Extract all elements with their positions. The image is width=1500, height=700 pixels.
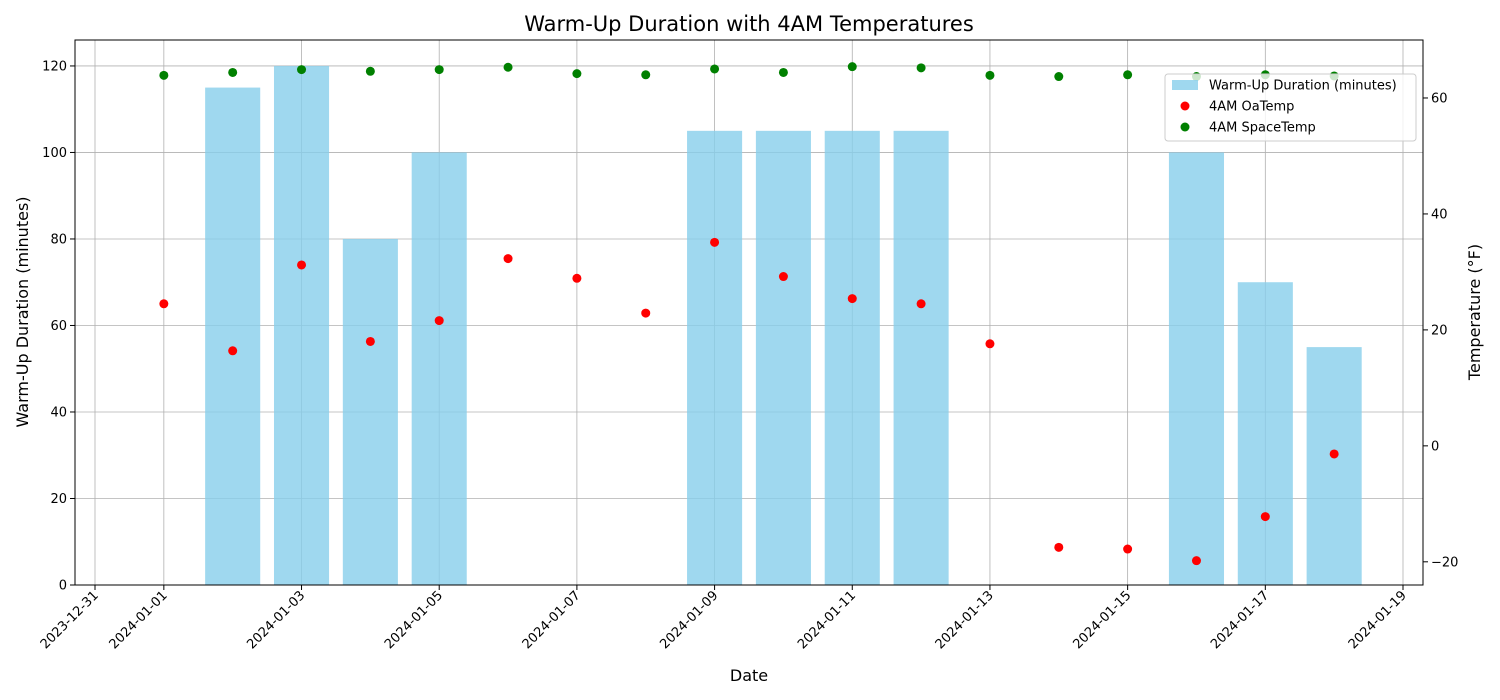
oatemp-points <box>159 237 1339 566</box>
legend-label-oatemp: 4AM OaTemp <box>1209 100 1294 115</box>
x-tick-label: 2024-01-05 <box>382 588 446 652</box>
y-axis-title: Warm-Up Duration (minutes) <box>13 196 32 427</box>
warmup-bar <box>1306 347 1362 585</box>
oatemp-point <box>365 336 375 346</box>
y-tick-label: 100 <box>42 146 67 161</box>
y-axis-left: 0 20 40 60 80 100 120 <box>42 59 75 594</box>
spacetemp-points <box>159 62 1339 82</box>
oatemp-point <box>1123 544 1133 554</box>
spacetemp-point <box>847 62 857 72</box>
y2-tick-label: 20 <box>1431 323 1448 338</box>
x-tick-label: 2024-01-15 <box>1070 588 1134 652</box>
oatemp-point <box>1191 556 1201 566</box>
oatemp-point <box>434 316 444 326</box>
y2-axis-title: Temperature (°F) <box>1465 244 1484 381</box>
spacetemp-point <box>503 62 513 72</box>
warmup-bar <box>1237 282 1293 585</box>
x-tick-label: 2024-01-17 <box>1208 588 1272 652</box>
spacetemp-point <box>710 64 720 74</box>
y-tick-label: 40 <box>50 405 67 420</box>
warmup-bar <box>342 238 398 585</box>
legend-swatch-spacetemp <box>1180 122 1190 132</box>
warmup-bar <box>273 65 330 585</box>
legend-label-warmup: Warm-Up Duration (minutes) <box>1209 79 1397 94</box>
spacetemp-point <box>1054 72 1064 82</box>
y2-tick-label: −20 <box>1431 555 1458 570</box>
oatemp-point <box>1054 542 1064 552</box>
oatemp-point <box>1260 512 1270 522</box>
x-axis-title: Date <box>730 666 768 685</box>
legend-label-spacetemp: 4AM SpaceTemp <box>1209 121 1316 136</box>
spacetemp-point <box>365 66 375 76</box>
oatemp-point <box>503 254 513 264</box>
spacetemp-point <box>641 70 651 80</box>
legend: Warm-Up Duration (minutes) 4AM OaTemp 4AM … <box>1164 73 1417 142</box>
legend-swatch-warmup <box>1172 80 1198 90</box>
legend-box <box>1164 73 1417 142</box>
oatemp-point <box>297 260 307 270</box>
warmup-bar <box>755 130 811 586</box>
warmup-bar <box>411 152 467 585</box>
warmup-bar <box>824 130 880 586</box>
bars <box>205 65 1362 586</box>
y-axis-right: −20 0 20 40 60 <box>1423 91 1458 570</box>
spacetemp-point <box>159 70 169 80</box>
y2-tick-label: 40 <box>1431 207 1448 222</box>
y-tick-label: 60 <box>50 319 67 334</box>
spacetemp-point <box>778 67 788 77</box>
x-tick-label: 2024-01-13 <box>933 588 997 652</box>
oatemp-point <box>916 299 926 309</box>
legend-swatch-oatemp <box>1180 101 1190 111</box>
oatemp-point <box>847 294 857 304</box>
oatemp-point <box>228 346 238 356</box>
x-tick-label: 2024-01-09 <box>657 588 721 652</box>
y-tick-label: 20 <box>50 492 67 507</box>
plot-frame <box>74 39 1424 586</box>
spacetemp-point <box>228 67 238 77</box>
warmup-bar <box>1168 152 1225 585</box>
oatemp-point <box>1329 449 1339 459</box>
warmup-bar <box>687 130 743 586</box>
y-tick-label: 120 <box>42 59 67 74</box>
x-axis: 2023-12-31 2024-01-01 2024-01-03 2024-01-05… <box>38 585 1410 652</box>
spacetemp-point <box>985 70 995 80</box>
oatemp-point <box>710 237 720 247</box>
y2-tick-label: 60 <box>1431 91 1448 106</box>
x-tick-label: 2024-01-01 <box>107 588 171 652</box>
spacetemp-point <box>297 65 307 75</box>
x-tick-label: 2024-01-19 <box>1346 588 1410 652</box>
x-tick-label: 2024-01-07 <box>520 588 584 652</box>
oatemp-point <box>641 308 651 318</box>
oatemp-point <box>985 339 995 349</box>
warmup-bar <box>893 130 949 586</box>
spacetemp-point <box>1123 70 1133 80</box>
y-tick-label: 80 <box>50 232 67 247</box>
spacetemp-point <box>572 69 582 79</box>
y-tick-label: 0 <box>59 579 67 594</box>
warmup-bar <box>205 87 261 585</box>
oatemp-point <box>159 299 169 309</box>
oatemp-point <box>778 272 788 282</box>
chart-title: Warm-Up Duration with 4AM Temperatures <box>524 12 974 36</box>
x-tick-label: 2024-01-03 <box>244 588 308 652</box>
y2-tick-label: 0 <box>1431 439 1439 454</box>
x-tick-label: 2023-12-31 <box>38 588 102 652</box>
spacetemp-point <box>916 63 926 73</box>
spacetemp-point <box>434 65 444 75</box>
oatemp-point <box>572 273 582 283</box>
x-tick-label: 2024-01-11 <box>795 588 859 652</box>
